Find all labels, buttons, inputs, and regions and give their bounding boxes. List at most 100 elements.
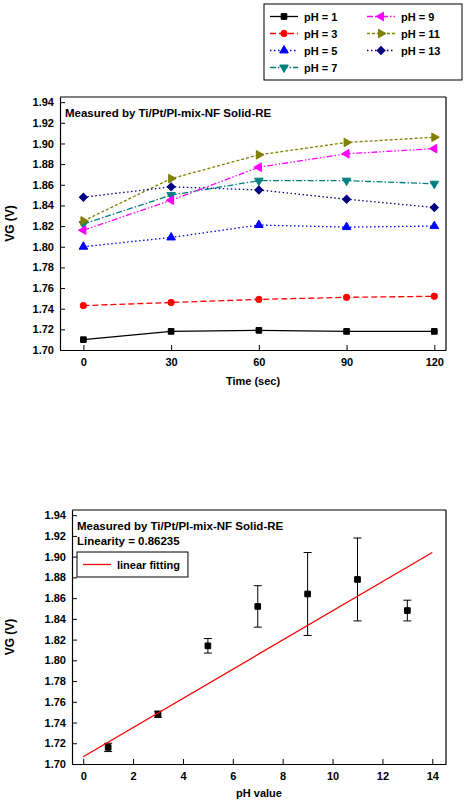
legend-marker	[280, 65, 289, 72]
error-cap	[254, 627, 262, 628]
x-axis-title: pH value	[236, 787, 282, 799]
tick-label: 1.84	[45, 613, 67, 625]
tick: 1.70	[33, 344, 65, 356]
axis-line	[72, 511, 73, 765]
tick: 1.82	[33, 220, 65, 232]
line	[83, 296, 434, 305]
tick-mark	[60, 164, 65, 165]
legend-marker	[281, 14, 287, 20]
legend-entry: pH = 11	[367, 28, 440, 40]
marker	[431, 329, 437, 335]
tick-mark	[72, 702, 77, 703]
marker	[81, 337, 87, 343]
marker	[255, 178, 264, 185]
series	[79, 220, 439, 249]
tick-label: 1.76	[33, 282, 54, 294]
line	[83, 553, 432, 757]
marker	[168, 299, 174, 305]
tick: 1.84	[45, 613, 77, 625]
marker	[431, 293, 437, 299]
legend-label: pH = 5	[304, 45, 337, 57]
tick-mark	[171, 345, 172, 350]
marker	[166, 196, 173, 205]
tick-label: 1.80	[45, 654, 66, 666]
chart: 024681012141.701.721.741.761.781.801.821…	[3, 509, 447, 799]
error-cap	[353, 537, 361, 538]
legend-label: pH = 9	[401, 11, 434, 23]
y-axis: 1.701.721.741.761.781.801.821.841.861.88…	[33, 96, 65, 356]
marker	[79, 242, 88, 249]
error-cap	[403, 620, 411, 621]
tick-label: 1.78	[45, 675, 66, 687]
tick: 1.78	[33, 261, 65, 273]
tick-label: 60	[253, 356, 265, 368]
legend-swatch	[83, 564, 111, 565]
tick: 1.88	[33, 158, 65, 170]
tick: 1.74	[45, 717, 77, 729]
legend-entry: pH = 13	[367, 45, 440, 57]
plot-area	[78, 133, 439, 343]
legend-entry: linear fitting	[83, 559, 180, 571]
legend-entry: pH = 1	[270, 11, 337, 23]
legend-box	[77, 552, 188, 577]
chart-title: Measured by Ti/Pt/PI-mix-NF Solid-RE	[65, 107, 272, 119]
line	[83, 225, 434, 247]
series	[81, 328, 438, 343]
legend-label: pH = 1	[304, 11, 337, 23]
tick-mark	[60, 288, 65, 289]
tick: 1.74	[33, 303, 65, 315]
tick: 1.90	[45, 551, 77, 563]
frame	[60, 96, 446, 97]
marker	[430, 203, 438, 211]
marker	[169, 174, 176, 183]
marker	[105, 745, 111, 751]
line	[83, 181, 434, 224]
legend-label: linear fitting	[117, 559, 180, 571]
marker	[167, 183, 175, 191]
legend-label: pH = 3	[304, 28, 337, 40]
tick-mark	[233, 759, 234, 764]
tick-mark	[60, 123, 65, 124]
legend-entry: pH = 7	[270, 62, 337, 74]
x-axis-title: Time (sec)	[226, 375, 281, 387]
tick-label: 12	[377, 770, 389, 782]
tick-mark	[432, 759, 433, 764]
error-cap	[254, 585, 262, 586]
tick-mark	[347, 345, 348, 350]
tick-label: 1.74	[33, 303, 55, 315]
tick-mark	[60, 226, 65, 227]
tick-mark	[72, 764, 77, 765]
error-bar	[254, 586, 262, 627]
tick-label: 2	[131, 770, 137, 782]
tick-label: 1.92	[33, 117, 54, 129]
tick-label: 10	[327, 770, 339, 782]
error-bar	[304, 553, 312, 636]
tick-label: 1.86	[45, 592, 66, 604]
legend-marker	[379, 29, 386, 38]
legend-marker	[377, 47, 385, 55]
tick: 1.86	[33, 179, 65, 191]
tick-mark	[434, 345, 435, 350]
marker	[80, 302, 86, 308]
tick-label: 1.84	[33, 199, 55, 211]
tick-label: 0	[81, 356, 87, 368]
tick-mark	[60, 143, 65, 144]
tick-label: 1.70	[33, 344, 54, 356]
tick-mark	[72, 577, 77, 578]
tick-mark	[259, 345, 260, 350]
tick: 1.90	[33, 137, 65, 149]
tick-mark	[60, 267, 65, 268]
tick-label: 1.82	[33, 220, 54, 232]
legend-marker	[281, 30, 287, 36]
tick-mark	[72, 660, 77, 661]
tick: 60	[253, 345, 265, 368]
tick: 0	[81, 759, 87, 782]
tick-label: 30	[165, 356, 177, 368]
tick-mark	[283, 759, 284, 764]
tick: 1.76	[45, 696, 77, 708]
tick: 1.70	[45, 758, 77, 770]
tick: 12	[377, 759, 389, 782]
tick-label: 1.94	[45, 509, 67, 521]
tick-mark	[183, 759, 184, 764]
tick: 0	[81, 345, 87, 368]
